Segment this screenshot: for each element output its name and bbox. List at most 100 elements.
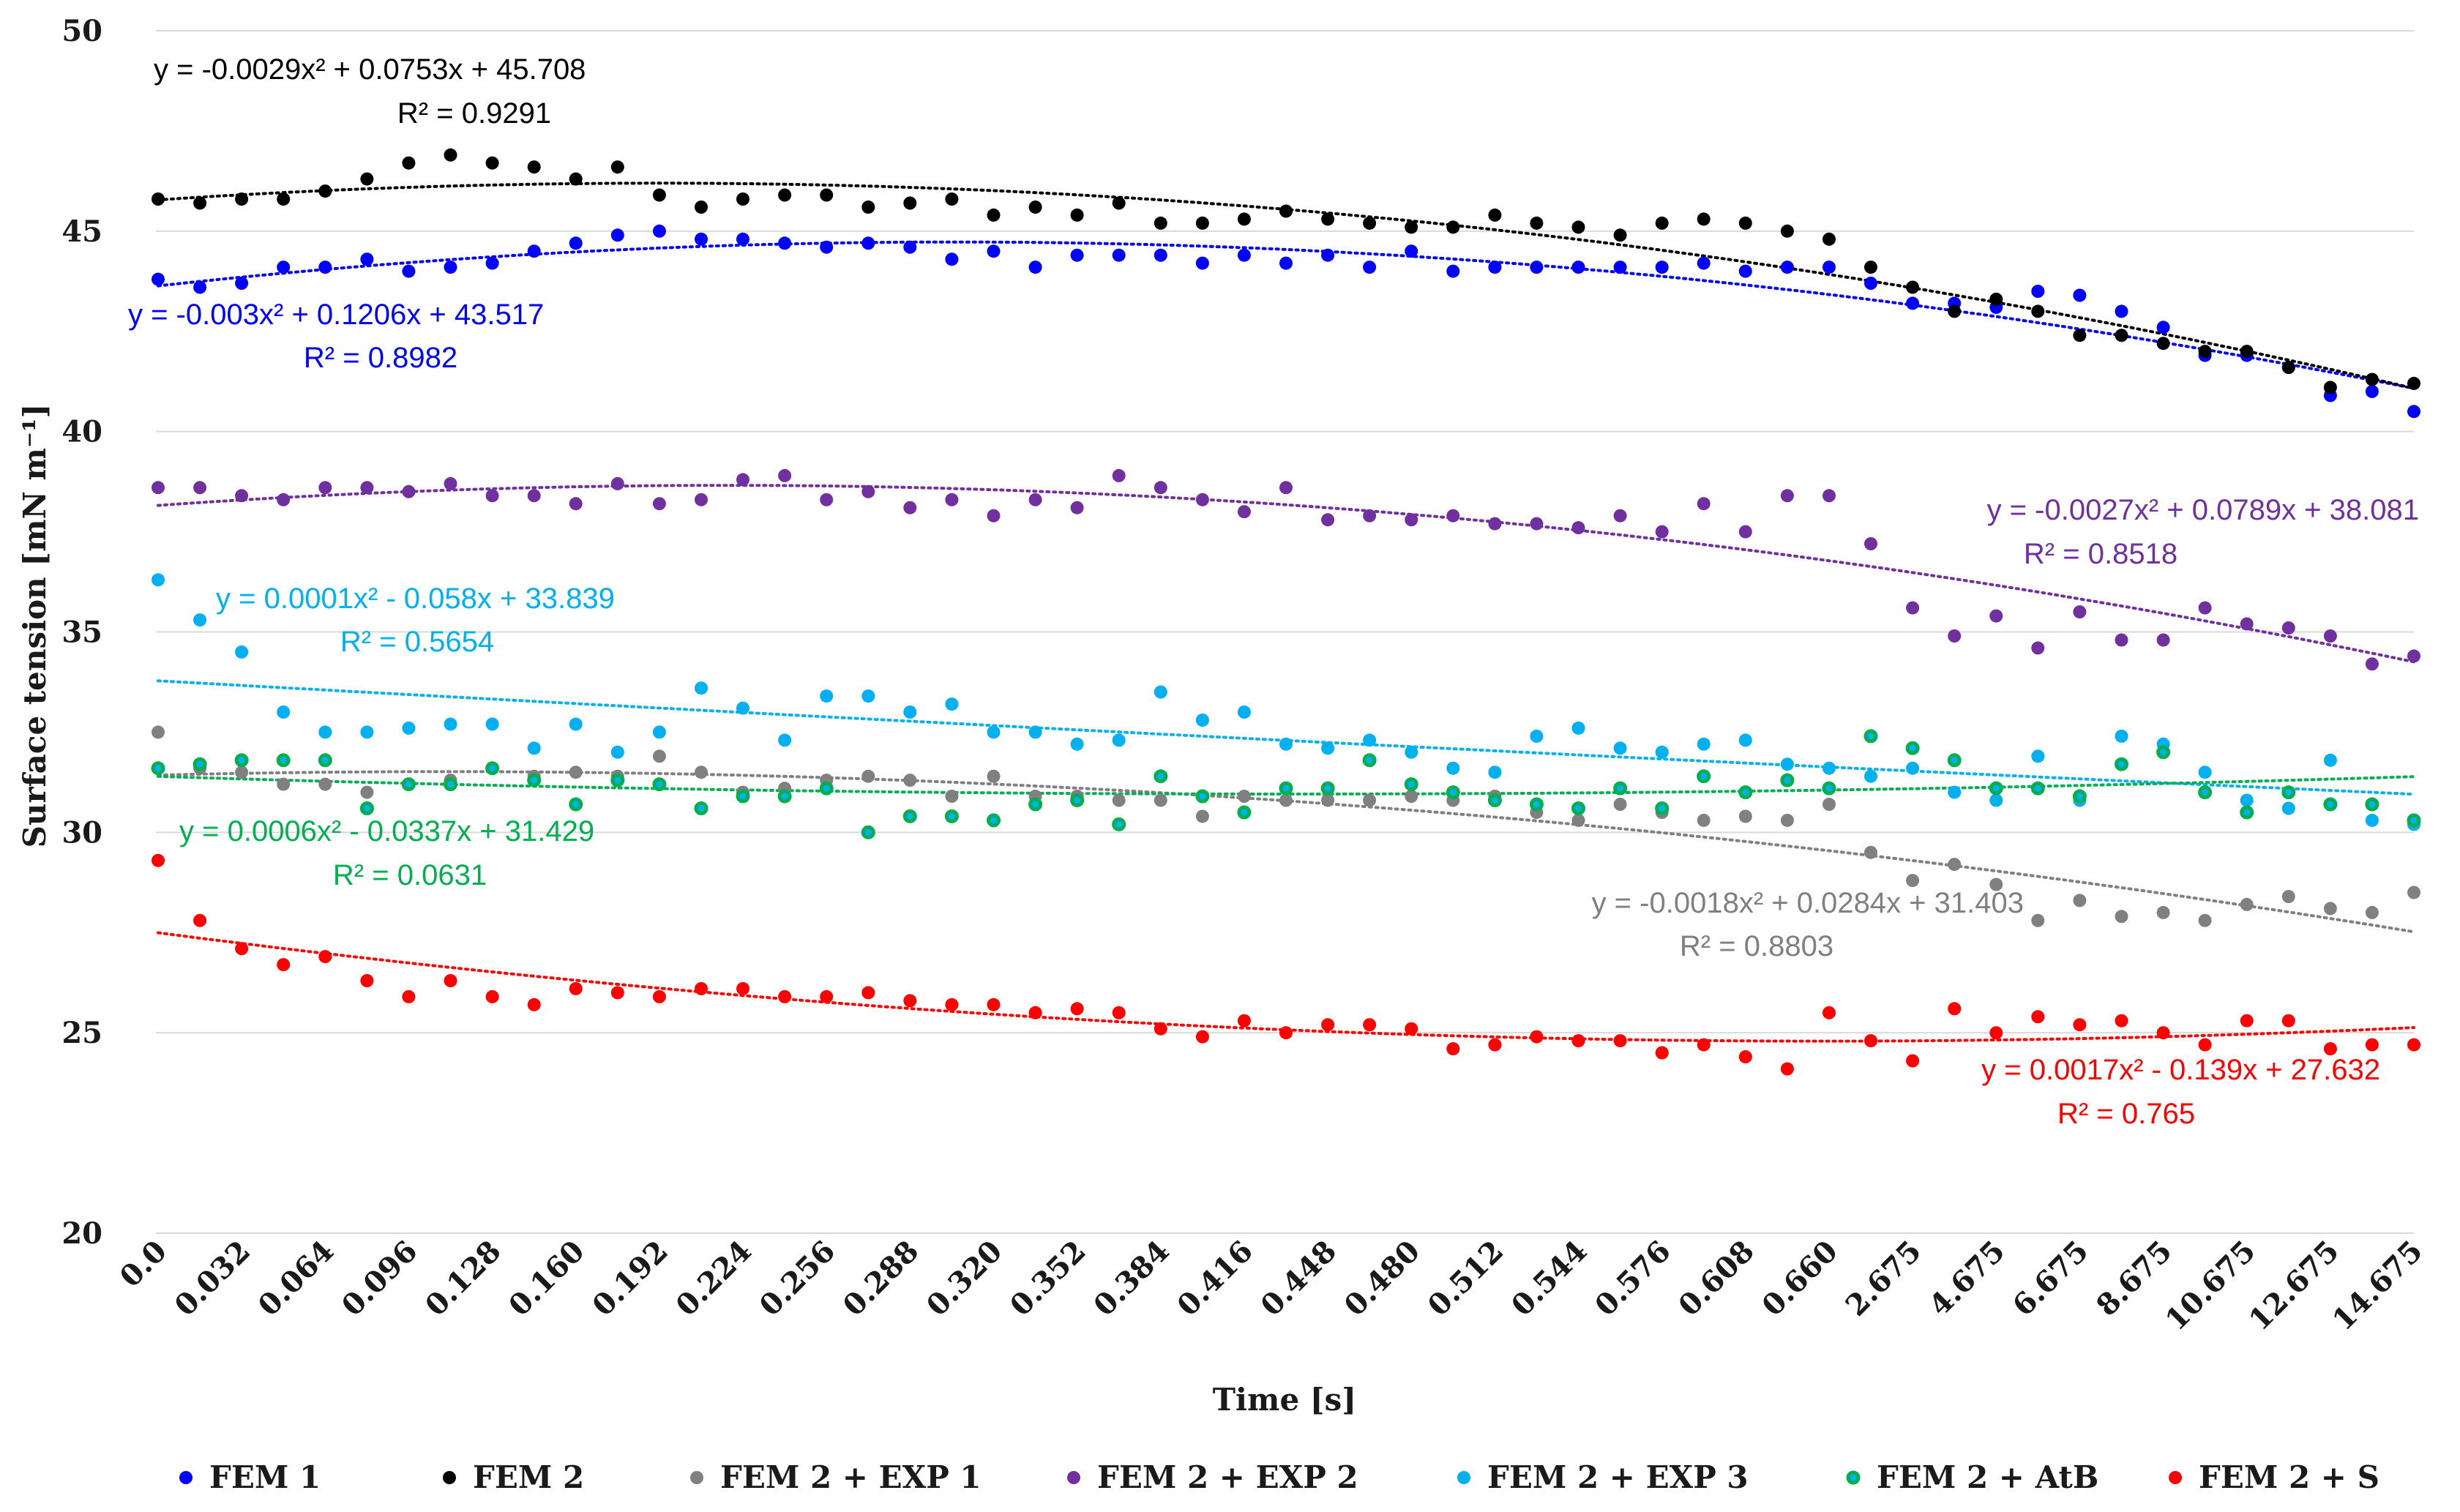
data-point: [2365, 373, 2379, 386]
data-point: [318, 725, 332, 739]
data-point: [569, 981, 583, 995]
x-tick-label: 2.675: [1839, 1234, 1928, 1323]
x-tick-label: 0.576: [1588, 1234, 1678, 1323]
data-point: [1571, 813, 1585, 827]
data-point: [1530, 517, 1544, 531]
data-point: [987, 769, 1001, 783]
legend-marker: [443, 1471, 456, 1484]
data-point: [2073, 288, 2087, 302]
data-point: [987, 509, 1001, 523]
x-tick-label: 0.064: [252, 1234, 341, 1323]
data-point: [318, 184, 332, 198]
data-point: [2323, 629, 2337, 643]
data-point: [360, 172, 374, 186]
data-point: [1948, 629, 1962, 643]
data-point: [1363, 1018, 1377, 1032]
data-point: [736, 789, 750, 804]
data-point: [1780, 813, 1794, 827]
data-point: [2365, 384, 2379, 398]
data-point: [1363, 216, 1377, 230]
data-point: [1864, 261, 1877, 274]
data-point: [1237, 1014, 1251, 1028]
data-point: [1446, 509, 1460, 523]
data-point: [152, 853, 165, 867]
data-point: [1195, 1030, 1209, 1044]
data-point: [1488, 208, 1502, 222]
data-point: [2281, 621, 2295, 635]
data-point: [2240, 793, 2254, 807]
data-point: [1112, 1006, 1126, 1019]
data-point: [2073, 894, 2087, 907]
data-point: [1488, 766, 1502, 779]
data-point: [1864, 845, 1877, 859]
data-point: [1154, 769, 1168, 784]
data-point: [2240, 345, 2254, 359]
data-point: [1822, 781, 1836, 796]
data-point: [1321, 513, 1335, 527]
data-point: [444, 974, 457, 987]
data-point: [1780, 261, 1794, 274]
data-point: [1697, 497, 1711, 511]
data-point: [444, 148, 457, 162]
x-tick-label: 0.416: [1170, 1234, 1260, 1323]
data-point: [1237, 805, 1252, 820]
data-point: [1989, 609, 2003, 623]
data-point: [1530, 216, 1544, 230]
legend: FEM 1 FEM 2 FEM 2 + EXP 1 FEM 2 + EXP 2 FEM …: [179, 1459, 2379, 1495]
data-point: [1195, 809, 1209, 823]
data-point: [318, 777, 332, 791]
data-point: [1948, 1002, 1962, 1016]
data-point: [736, 981, 749, 995]
trend-equations: y = -0.003x² + 0.1206x + 43.517 R² = 0.89…: [128, 53, 2419, 1130]
r-squared-label: R² = 0.9291: [397, 97, 551, 130]
data-point: [2365, 905, 2379, 919]
data-point: [736, 232, 749, 246]
r-squared-label: R² = 0.8803: [1680, 930, 1833, 962]
data-point: [819, 781, 834, 796]
data-point: [1989, 1026, 2003, 1040]
r-squared-label: R² = 0.765: [2057, 1098, 2195, 1130]
data-point: [987, 998, 1001, 1011]
data-point: [1279, 1026, 1293, 1040]
data-point: [152, 725, 165, 739]
data-point: [820, 493, 834, 506]
data-point: [820, 188, 834, 202]
data-point: [1906, 280, 1920, 294]
data-point: [1363, 733, 1377, 747]
data-point: [945, 998, 959, 1011]
data-point: [1863, 729, 1878, 744]
data-point: [1822, 261, 1836, 274]
data-point: [235, 489, 249, 503]
data-point: [2323, 797, 2338, 812]
data-point: [485, 256, 499, 270]
data-point: [1780, 1062, 1794, 1076]
data-point: [1112, 793, 1126, 807]
data-point: [861, 769, 875, 783]
data-point: [1864, 1034, 1877, 1048]
data-point: [1028, 797, 1043, 812]
trend-equation: y = 0.0017x² - 0.139x + 27.632: [1981, 1054, 2380, 1086]
data-point: [820, 240, 834, 254]
x-tick-label: 0.288: [837, 1234, 926, 1323]
data-point: [527, 244, 541, 258]
x-tick-label: 4.675: [1923, 1234, 2012, 1323]
data-point: [1780, 489, 1794, 503]
data-point: [2198, 913, 2212, 927]
legend-marker: [179, 1471, 192, 1484]
data-point: [2240, 805, 2254, 820]
data-point: [1237, 790, 1251, 803]
data-point: [1363, 261, 1377, 274]
data-point: [444, 476, 457, 490]
data-point: [820, 689, 834, 703]
data-point: [1822, 1006, 1836, 1019]
data-point: [235, 942, 249, 956]
data-point: [1571, 521, 1585, 535]
data-point: [444, 777, 457, 792]
data-point: [192, 757, 207, 771]
data-point: [2073, 605, 2087, 619]
data-point: [2115, 304, 2128, 318]
data-point: [903, 774, 917, 787]
data-point: [569, 497, 583, 511]
data-point: [1195, 216, 1209, 230]
data-point: [1154, 1022, 1167, 1036]
